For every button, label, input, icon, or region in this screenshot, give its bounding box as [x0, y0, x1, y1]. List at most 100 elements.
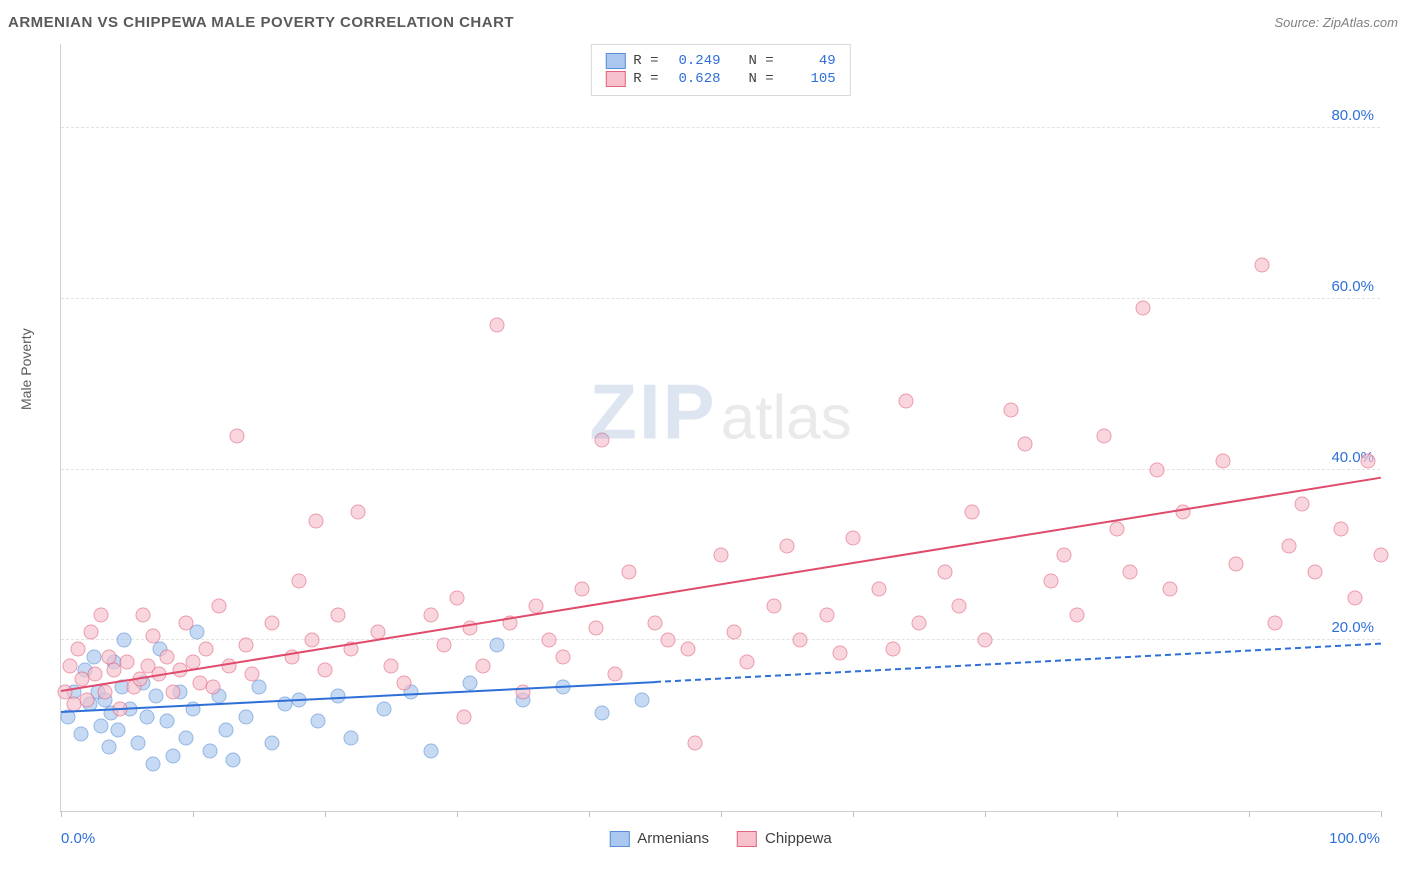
armenians-point — [73, 727, 88, 742]
armenians-point — [311, 714, 326, 729]
armenians-point — [252, 680, 267, 695]
chippewa-point — [205, 680, 220, 695]
chippewa-point — [819, 607, 834, 622]
x-tick — [457, 811, 458, 817]
chippewa-point — [304, 633, 319, 648]
chippewa-point — [63, 658, 78, 673]
chippewa-point — [714, 548, 729, 563]
armenians-point — [377, 701, 392, 716]
chippewa-point — [331, 607, 346, 622]
chippewa-point — [912, 616, 927, 631]
chippewa-swatch — [737, 831, 757, 847]
watermark-zip: ZIP — [589, 367, 716, 458]
chippewa-point — [212, 599, 227, 614]
chippewa-point — [84, 624, 99, 639]
chippewa-regression — [61, 476, 1381, 691]
armenians-point — [265, 735, 280, 750]
armenians-regression-dashed — [655, 643, 1381, 683]
chippewa-point — [146, 629, 161, 644]
legend-correlation: R =0.249N =49 R =0.628N =105 — [590, 44, 850, 96]
armenians-point — [101, 740, 116, 755]
chippewa-point — [1162, 582, 1177, 597]
chippewa-point — [318, 663, 333, 678]
chippewa-point — [97, 684, 112, 699]
y-axis-label: Male Poverty — [18, 328, 34, 410]
armenians-point — [139, 710, 154, 725]
armenians-point — [146, 757, 161, 772]
chippewa-point — [291, 573, 306, 588]
legend-corr-row-chippewa: R =0.628N =105 — [605, 71, 835, 87]
chippewa-point — [938, 565, 953, 580]
chippewa-point — [179, 616, 194, 631]
chippewa-point — [106, 663, 121, 678]
chippewa-point — [456, 710, 471, 725]
chippewa-point — [1347, 590, 1362, 605]
chippewa-point — [1057, 548, 1072, 563]
armenians-point — [423, 744, 438, 759]
chippewa-point — [159, 650, 174, 665]
chippewa-point — [238, 637, 253, 652]
chippewa-point — [780, 539, 795, 554]
source-name: ZipAtlas.com — [1323, 15, 1398, 30]
chippewa-point — [245, 667, 260, 682]
legend-corr-row-armenians: R =0.249N =49 — [605, 53, 835, 69]
x-tick — [985, 811, 986, 817]
chippewa-point — [1044, 573, 1059, 588]
chippewa-point — [1149, 462, 1164, 477]
chippewa-point — [229, 428, 244, 443]
x-tick — [61, 811, 62, 817]
chippewa-point — [687, 735, 702, 750]
armenians-point — [87, 650, 102, 665]
legend-item-chippewa[interactable]: Chippewa — [737, 830, 832, 847]
x-range-label: 100.0% — [1329, 830, 1380, 847]
chippewa-point — [80, 693, 95, 708]
armenians-point — [225, 752, 240, 767]
chippewa-point — [1096, 428, 1111, 443]
armenians-point — [219, 722, 234, 737]
gridline — [61, 298, 1380, 299]
chippewa-point — [308, 513, 323, 528]
chippewa-point — [681, 641, 696, 656]
x-tick — [1249, 811, 1250, 817]
r-label: R = — [633, 53, 658, 69]
chippewa-point — [1294, 496, 1309, 511]
chippewa-point — [1136, 300, 1151, 315]
chippewa-point — [1360, 454, 1375, 469]
chippewa-point — [1110, 522, 1125, 537]
chippewa-point — [846, 530, 861, 545]
chippewa-point — [166, 684, 181, 699]
chippewa-point — [575, 582, 590, 597]
chippewa-point — [423, 607, 438, 622]
chippewa-point — [978, 633, 993, 648]
chippewa-point — [885, 641, 900, 656]
plot-area: ZIP atlas R =0.249N =49R =0.628N =105 Ar… — [60, 44, 1380, 812]
chippewa-point — [898, 394, 913, 409]
gridline — [61, 639, 1380, 640]
armenians-swatch — [605, 53, 625, 69]
armenians-point — [110, 722, 125, 737]
legend-label: Chippewa — [765, 830, 832, 847]
legend-label: Armenians — [637, 830, 709, 847]
chippewa-point — [1255, 257, 1270, 272]
x-tick — [1381, 811, 1382, 817]
chippewa-point — [1228, 556, 1243, 571]
x-tick — [721, 811, 722, 817]
chippewa-point — [1308, 565, 1323, 580]
chippewa-point — [951, 599, 966, 614]
n-label: N = — [749, 71, 774, 87]
chippewa-point — [384, 658, 399, 673]
chippewa-point — [1004, 402, 1019, 417]
chippewa-point — [766, 599, 781, 614]
chippewa-point — [608, 667, 623, 682]
x-tick — [589, 811, 590, 817]
legend-series: Armenians Chippewa — [609, 830, 831, 847]
chippewa-swatch — [605, 71, 625, 87]
legend-item-armenians[interactable]: Armenians — [609, 830, 709, 847]
chippewa-point — [740, 654, 755, 669]
chippewa-point — [964, 505, 979, 520]
chippewa-point — [588, 620, 603, 635]
armenians-point — [179, 731, 194, 746]
chippewa-point — [120, 654, 135, 669]
chart-title: ARMENIAN VS CHIPPEWA MALE POVERTY CORREL… — [8, 14, 514, 31]
x-tick — [325, 811, 326, 817]
